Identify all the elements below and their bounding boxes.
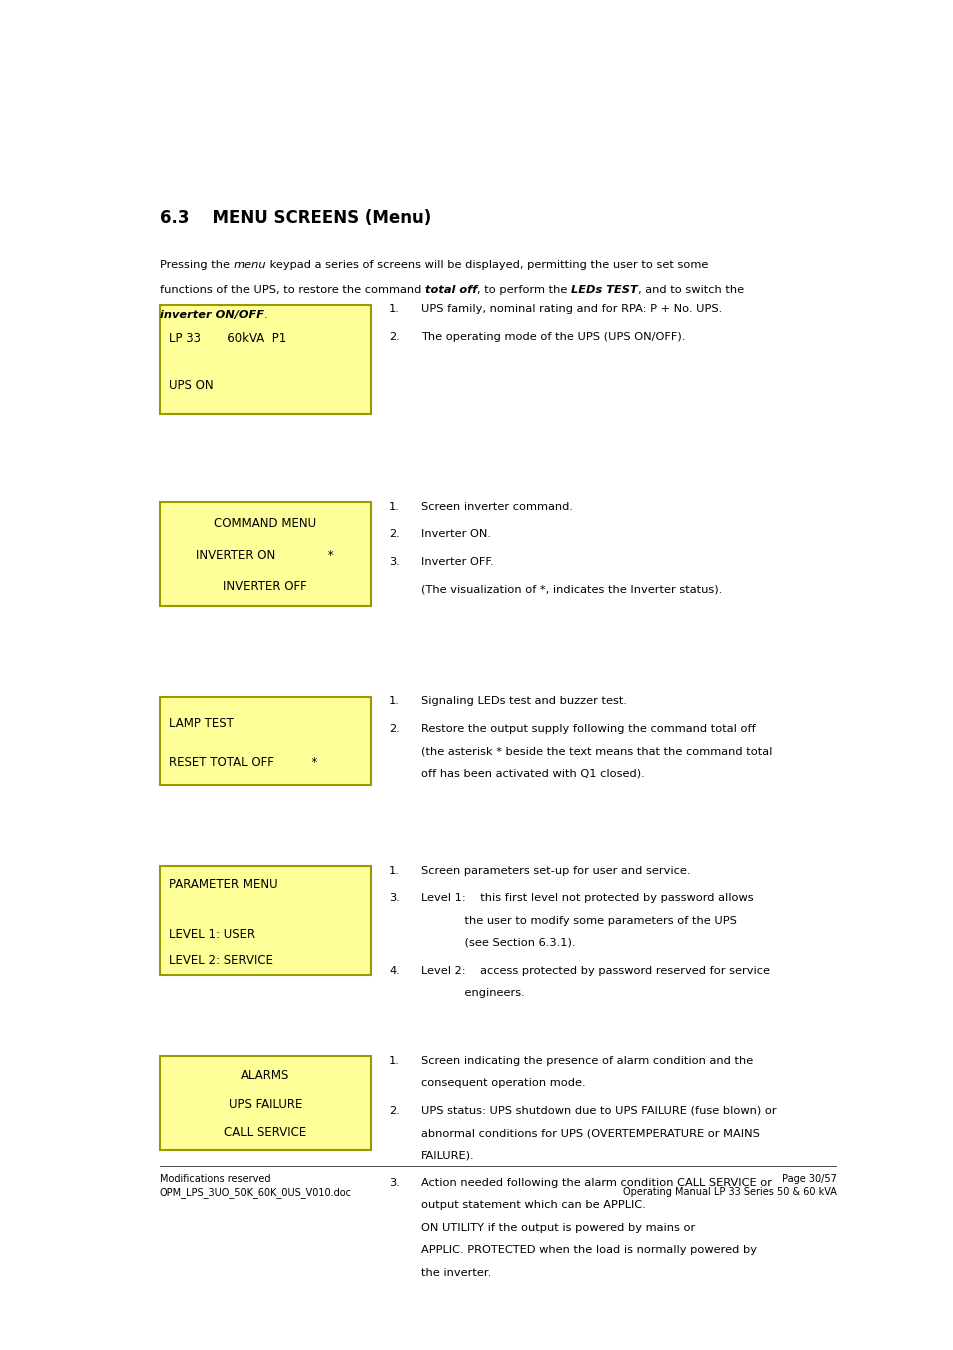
Text: 1.: 1. (389, 1056, 399, 1066)
Text: UPS FAILURE: UPS FAILURE (229, 1098, 302, 1111)
Text: Level 2:    access protected by password reserved for service: Level 2: access protected by password re… (420, 965, 769, 976)
Text: 6.3    MENU SCREENS (Menu): 6.3 MENU SCREENS (Menu) (160, 209, 431, 227)
Text: APPLIC. PROTECTED when the load is normally powered by: APPLIC. PROTECTED when the load is norma… (420, 1245, 756, 1256)
Text: functions of the UPS, to restore the command: functions of the UPS, to restore the com… (160, 285, 424, 294)
Text: Action needed following the alarm condition CALL SERVICE or: Action needed following the alarm condit… (420, 1179, 771, 1188)
Text: inverter ON/OFF: inverter ON/OFF (160, 309, 264, 320)
Text: 2.: 2. (389, 1106, 399, 1116)
Text: keypad a series of screens will be displayed, permitting the user to set some: keypad a series of screens will be displ… (266, 259, 708, 270)
Text: , to perform the: , to perform the (476, 285, 571, 294)
Text: CALL SERVICE: CALL SERVICE (224, 1126, 306, 1139)
FancyBboxPatch shape (160, 502, 370, 606)
Text: Screen inverter command.: Screen inverter command. (420, 502, 573, 512)
Text: LAMP TEST: LAMP TEST (169, 717, 233, 730)
Text: 2.: 2. (389, 529, 399, 540)
FancyBboxPatch shape (160, 305, 370, 414)
Text: (The visualization of *, indicates the Inverter status).: (The visualization of *, indicates the I… (420, 585, 721, 594)
Text: 1.: 1. (389, 865, 399, 876)
Text: INVERTER ON              *: INVERTER ON * (196, 549, 334, 562)
Text: RESET TOTAL OFF          *: RESET TOTAL OFF * (169, 756, 316, 768)
Text: Signaling LEDs test and buzzer test.: Signaling LEDs test and buzzer test. (420, 697, 626, 706)
Text: 2.: 2. (389, 724, 399, 734)
Text: menu: menu (233, 259, 266, 270)
FancyBboxPatch shape (160, 697, 370, 786)
Text: the user to modify some parameters of the UPS: the user to modify some parameters of th… (420, 915, 736, 926)
Text: OPM_LPS_3UO_50K_60K_0US_V010.doc: OPM_LPS_3UO_50K_60K_0US_V010.doc (160, 1187, 352, 1197)
Text: total off: total off (424, 285, 476, 294)
Text: ALARMS: ALARMS (241, 1069, 289, 1083)
Text: Operating Manual LP 33 Series 50 & 60 kVA: Operating Manual LP 33 Series 50 & 60 kV… (622, 1187, 836, 1197)
Text: 1.: 1. (389, 502, 399, 512)
Text: COMMAND MENU: COMMAND MENU (214, 517, 316, 531)
Text: LEDs TEST: LEDs TEST (571, 285, 638, 294)
Text: Pressing the: Pressing the (160, 259, 233, 270)
Text: LEVEL 2: SERVICE: LEVEL 2: SERVICE (169, 953, 273, 967)
Text: ON UTILITY if the output is powered by mains or: ON UTILITY if the output is powered by m… (420, 1223, 695, 1233)
Text: Page 30/57: Page 30/57 (781, 1174, 836, 1184)
Text: Modifications reserved: Modifications reserved (160, 1174, 270, 1184)
Text: 3.: 3. (389, 1179, 399, 1188)
Text: UPS family, nominal rating and for RPA: P + No. UPS.: UPS family, nominal rating and for RPA: … (420, 304, 721, 315)
FancyBboxPatch shape (160, 867, 370, 976)
Text: , and to switch the: , and to switch the (638, 285, 743, 294)
Text: engineers.: engineers. (420, 988, 524, 998)
Text: 3.: 3. (389, 558, 399, 567)
Text: LEVEL 1: USER: LEVEL 1: USER (169, 929, 254, 941)
Text: Level 1:    this first level not protected by password allows: Level 1: this first level not protected … (420, 894, 753, 903)
Text: FAILURE).: FAILURE). (420, 1150, 474, 1161)
Text: off has been activated with Q1 closed).: off has been activated with Q1 closed). (420, 768, 644, 779)
Text: (the asterisk * beside the text means that the command total: (the asterisk * beside the text means th… (420, 747, 772, 756)
Text: the inverter.: the inverter. (420, 1268, 491, 1277)
Text: .: . (264, 309, 267, 320)
Text: (see Section 6.3.1).: (see Section 6.3.1). (420, 938, 575, 948)
Text: Inverter OFF.: Inverter OFF. (420, 558, 493, 567)
Text: abnormal conditions for UPS (OVERTEMPERATURE or MAINS: abnormal conditions for UPS (OVERTEMPERA… (420, 1129, 759, 1138)
Text: UPS status: UPS shutdown due to UPS FAILURE (fuse blown) or: UPS status: UPS shutdown due to UPS FAIL… (420, 1106, 776, 1116)
Text: Restore the output supply following the command total off: Restore the output supply following the … (420, 724, 755, 734)
Text: Screen indicating the presence of alarm condition and the: Screen indicating the presence of alarm … (420, 1056, 752, 1066)
Text: LP 33       60kVA  P1: LP 33 60kVA P1 (169, 332, 286, 344)
Text: Inverter ON.: Inverter ON. (420, 529, 491, 540)
Text: 1.: 1. (389, 304, 399, 315)
Text: 3.: 3. (389, 894, 399, 903)
Text: PARAMETER MENU: PARAMETER MENU (169, 878, 277, 891)
Text: UPS ON: UPS ON (169, 379, 213, 391)
Text: 4.: 4. (389, 965, 399, 976)
Text: Screen parameters set-up for user and service.: Screen parameters set-up for user and se… (420, 865, 690, 876)
Text: consequent operation mode.: consequent operation mode. (420, 1079, 585, 1088)
Text: output statement which can be APPLIC.: output statement which can be APPLIC. (420, 1200, 645, 1211)
FancyBboxPatch shape (160, 1056, 370, 1150)
Text: 2.: 2. (389, 332, 399, 342)
Text: 1.: 1. (389, 697, 399, 706)
Text: INVERTER OFF: INVERTER OFF (223, 580, 307, 594)
Text: The operating mode of the UPS (UPS ON/OFF).: The operating mode of the UPS (UPS ON/OF… (420, 332, 684, 342)
